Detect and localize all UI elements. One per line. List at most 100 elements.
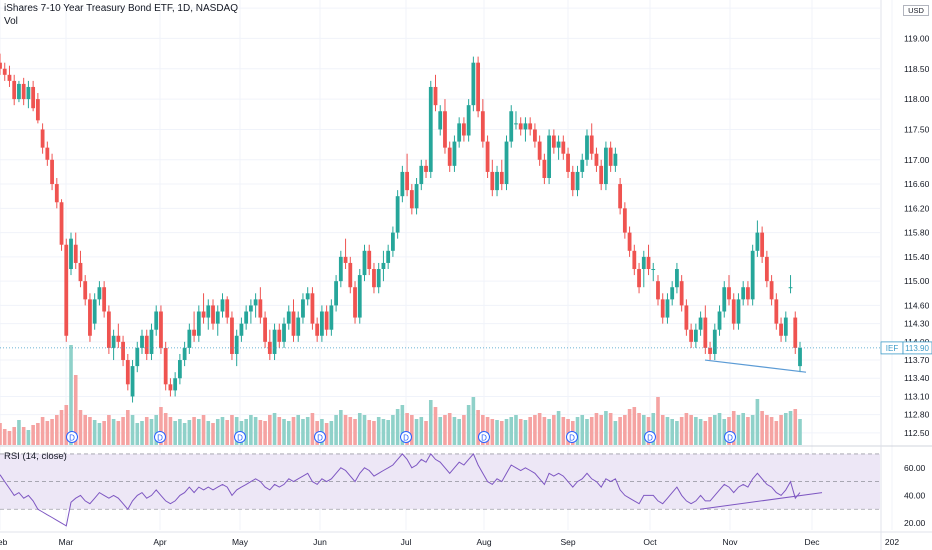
currency-label[interactable]: USD (903, 5, 929, 16)
candle-body (386, 250, 391, 263)
rsi-line (0, 452, 801, 527)
candle-body (424, 165, 428, 172)
volume-bar (230, 415, 234, 445)
volume-bar (637, 413, 641, 445)
candle-body (234, 335, 239, 354)
candle-body (291, 311, 296, 336)
volume-bar (206, 421, 211, 445)
candle-body (523, 123, 528, 130)
candle-body (215, 311, 220, 324)
candle-body (78, 262, 83, 282)
volume-bar (159, 407, 163, 445)
volume-bar (514, 415, 518, 445)
candle-body (547, 135, 552, 178)
candle-body (258, 299, 263, 318)
candle-body (111, 335, 116, 348)
candle-body (230, 317, 234, 354)
candle-body (64, 244, 69, 336)
candle-body (201, 311, 206, 318)
volume-bar (774, 421, 779, 445)
volume-bar (324, 423, 329, 445)
volume-bar (594, 413, 599, 445)
volume-bar (689, 415, 693, 445)
price-tick-label: 115.80 (904, 228, 930, 238)
candle-body (618, 184, 623, 209)
candle-body (741, 287, 746, 300)
candle-body (480, 111, 485, 142)
candle-body (409, 190, 414, 209)
volume-bar (59, 410, 64, 445)
candlestick-series (0, 53, 802, 403)
candle-body (627, 232, 632, 251)
volume-bar (504, 419, 509, 445)
candle-body (405, 171, 410, 191)
volume-bar (618, 417, 622, 445)
candle-body (135, 347, 140, 367)
candle-body (712, 329, 717, 354)
candle-body (301, 299, 305, 318)
volume-bar (760, 411, 764, 445)
rsi-tick-label: 40.00 (904, 490, 926, 500)
candle-body (159, 311, 163, 348)
candle-body (26, 86, 31, 100)
volume-bar (348, 417, 353, 445)
candle-body (248, 305, 253, 312)
volume-bar (589, 417, 594, 445)
candle-body (319, 311, 324, 336)
candle-body (769, 281, 774, 300)
volume-bar (528, 417, 532, 445)
candle-body (305, 293, 310, 300)
candle-body (622, 208, 627, 233)
candle-body (651, 269, 656, 271)
volume-bar (244, 419, 248, 445)
candle-body (462, 123, 466, 136)
volume-bar (36, 423, 40, 445)
volume-bar (372, 421, 376, 445)
candle-body (722, 287, 727, 312)
volume-bar (277, 417, 282, 445)
volume-bar (78, 410, 83, 445)
volume-bar (556, 411, 561, 445)
candle-body (244, 311, 249, 324)
volume-bar (457, 419, 461, 445)
price-tick-label: 117.00 (904, 155, 930, 165)
candle-body (693, 329, 698, 342)
volume-bar (722, 419, 727, 445)
volume-bar (64, 405, 69, 445)
volume-bar (343, 415, 348, 445)
last-price-label: 113.90 (905, 344, 929, 353)
last-price-tag (902, 341, 932, 355)
rsi-trendline (699, 492, 823, 510)
dividend-label: D (403, 434, 409, 443)
volume-bars (0, 345, 802, 445)
candle-body (703, 317, 708, 348)
candle-body (490, 171, 495, 191)
volume-bar (88, 417, 92, 445)
candle-body (267, 341, 272, 354)
volume-bar (353, 419, 357, 445)
chart-title: iShares 7-10 Year Treasury Bond ETF, 1D,… (4, 3, 238, 14)
candle-body (334, 281, 338, 306)
time-tick-label: Sep (560, 537, 575, 547)
candle-body (106, 311, 111, 348)
volume-bar (623, 415, 627, 445)
candle-body (518, 123, 523, 130)
candle-body (438, 111, 443, 130)
candle-body (140, 335, 144, 348)
volume-bar (419, 417, 424, 445)
volume-bar (731, 411, 736, 445)
candle-body (338, 256, 343, 282)
volume-bar (741, 413, 745, 445)
volume-bar (651, 413, 656, 445)
volume-bar (391, 415, 395, 445)
candle-body (670, 287, 675, 300)
volume-bar (253, 417, 258, 445)
candle-body (660, 299, 665, 318)
candle-body (220, 299, 225, 312)
volume-bar (116, 421, 121, 445)
price-tick-label: 119.00 (904, 33, 930, 43)
volume-label: Vol (4, 16, 18, 27)
volume-bar (708, 417, 712, 445)
